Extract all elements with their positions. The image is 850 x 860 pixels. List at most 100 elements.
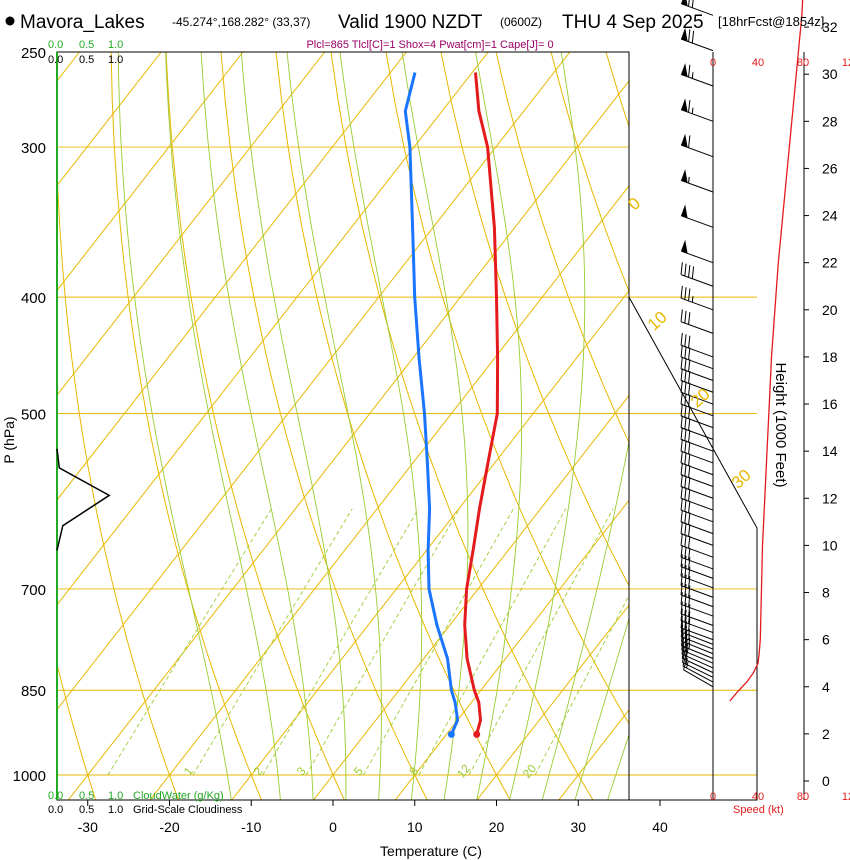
dry-adiabat-label: 0 — [624, 194, 644, 214]
p-tick-label: 1000 — [13, 768, 46, 785]
wind-barb-full — [688, 135, 691, 148]
wind-barb-flag — [681, 63, 688, 77]
cloudiness-top-0: 0.0 — [48, 54, 63, 66]
wind-barb-staff — [680, 297, 714, 311]
wind-barb-full — [688, 604, 691, 617]
wind-barb-full — [688, 618, 691, 631]
mixing-ratio-label: 8 — [406, 764, 421, 778]
wind-barb-full — [684, 634, 688, 648]
wind-barb-staff — [680, 439, 714, 452]
isotherm-line — [57, 52, 244, 292]
wind-barb — [680, 133, 714, 158]
wind-barb-full — [680, 628, 684, 642]
wind-barb-staff — [681, 657, 714, 674]
isotherm-line — [57, 52, 162, 187]
wind-barb-staff — [680, 73, 714, 87]
height-tick-label: 26 — [822, 160, 838, 176]
x-tick-label: -10 — [241, 819, 261, 835]
wind-barb-full — [691, 30, 695, 44]
wind-barb-full — [688, 477, 691, 490]
moist-adiabat-line — [509, 52, 586, 800]
wind-panel — [680, 0, 809, 800]
wind-barb-full — [680, 573, 683, 586]
wind-barb-full — [688, 100, 691, 113]
wind-barb-full — [684, 440, 687, 453]
wind-barb — [680, 563, 714, 589]
wind-barb-staff — [680, 403, 714, 417]
wind-barb-full — [688, 429, 691, 443]
dry-adiabat-line — [495, 52, 629, 444]
wind-barb-full — [680, 533, 683, 546]
isotherm-line — [231, 289, 629, 800]
wind-barb-flag — [681, 27, 688, 42]
moist-adiabat-line — [286, 52, 382, 800]
wind-speed-profile — [729, 0, 804, 702]
height-tick-label: 16 — [822, 396, 838, 412]
wind-barb — [681, 650, 714, 678]
wind-barb-full — [680, 356, 683, 369]
wind-barb — [680, 368, 714, 393]
wind-barb-staff — [681, 653, 714, 669]
height-tick-label: 18 — [822, 349, 838, 365]
forecast-info: [18hrFcst@1854z] — [718, 14, 824, 29]
wind-barb-staff — [682, 665, 714, 683]
wind-barb-half — [685, 658, 688, 665]
speed-axis-title: Speed (kt) — [733, 804, 784, 816]
wind-barb-full — [680, 554, 683, 567]
isotherm-line — [149, 185, 629, 800]
wind-barb-full — [688, 441, 691, 455]
wind-barb — [680, 544, 714, 570]
wind-barb — [680, 624, 714, 650]
wind-barb-full — [681, 641, 685, 655]
wind-barb-staff — [680, 215, 714, 228]
wind-barb-staff — [680, 497, 714, 511]
wind-barb-full — [684, 357, 687, 371]
height-tick-label: 0 — [822, 773, 830, 789]
wind-barb-staff — [680, 556, 714, 570]
x-tick-label: 30 — [570, 819, 586, 835]
wind-barb — [680, 415, 714, 440]
wind-barb-full — [680, 633, 684, 646]
wind-barb-full — [688, 0, 690, 7]
wind-barb — [680, 497, 714, 523]
wind-barb-staff — [680, 521, 714, 535]
moist-adiabat-line — [339, 52, 423, 800]
wind-barb-full — [680, 582, 683, 596]
isotherm-line — [476, 604, 629, 800]
wind-barb-staff — [683, 669, 714, 688]
cloudiness-bottom-0: 0.0 — [48, 804, 63, 816]
wind-barb-full — [684, 565, 687, 578]
wind-barb-full — [684, 310, 687, 324]
cloudiness-label: Grid-Scale Cloudiness — [133, 804, 243, 816]
wind-barb-full — [684, 452, 687, 465]
wind-barb-full — [684, 416, 687, 430]
wind-barb — [681, 637, 714, 664]
data-layer — [56, 72, 500, 738]
wind-barb-full — [688, 465, 691, 478]
temperature-profile-surface-point — [473, 730, 481, 738]
cloudwater-top-05: 0.5 — [79, 39, 94, 51]
wind-barb-flag — [681, 169, 688, 183]
wind-barb-staff — [681, 631, 714, 645]
wind-barb — [680, 554, 714, 579]
speed-tick-label: 40 — [752, 57, 764, 69]
speed-tick-label: 0 — [710, 791, 716, 803]
cloudwater-label: CloudWater (g/Kg) — [133, 790, 224, 802]
wind-barb-full — [688, 585, 691, 598]
wind-barb — [680, 27, 714, 52]
mixing-ratio-line — [262, 508, 419, 776]
moist-adiabat-line — [574, 616, 629, 800]
wind-barb-full — [681, 646, 686, 659]
wind-barb-full — [688, 500, 691, 513]
wind-barb — [680, 601, 714, 626]
station-marker-icon — [5, 16, 15, 26]
wind-barb-staff — [680, 3, 714, 16]
moist-adiabat-line — [607, 733, 629, 800]
wind-barb — [680, 474, 714, 499]
moist-adiabat-line — [475, 52, 523, 800]
wind-barb-full — [681, 637, 685, 650]
wind-barb-full — [685, 647, 689, 661]
valid-date: THU 4 Sep 2025 — [562, 12, 704, 33]
wind-barb-full — [680, 332, 683, 346]
